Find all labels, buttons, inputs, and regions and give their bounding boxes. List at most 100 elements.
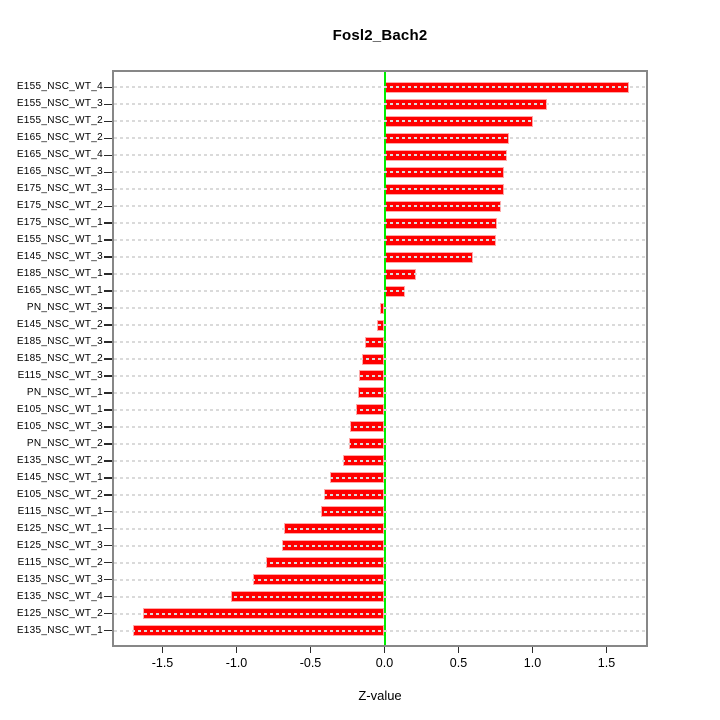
gridline bbox=[114, 120, 646, 123]
y-axis-label: PN_NSC_WT_3 bbox=[26, 302, 103, 314]
gridline bbox=[114, 510, 646, 513]
y-axis-label: E155_NSC_WT_3 bbox=[16, 98, 103, 110]
gridline bbox=[114, 629, 646, 632]
y-axis-label: E165_NSC_WT_2 bbox=[16, 132, 103, 144]
y-axis-label: E115_NSC_WT_3 bbox=[17, 369, 103, 381]
y-axis-tick bbox=[104, 544, 112, 547]
gridline bbox=[114, 222, 646, 225]
x-axis-tick bbox=[309, 647, 312, 653]
y-axis-tick bbox=[104, 222, 112, 224]
gridline bbox=[114, 578, 646, 581]
y-axis-label: E115_NSC_WT_2 bbox=[17, 556, 103, 568]
y-axis-label: E105_NSC_WT_2 bbox=[16, 488, 103, 500]
gridline bbox=[114, 561, 646, 564]
plot-area bbox=[112, 70, 648, 647]
gridline bbox=[114, 188, 646, 191]
x-axis-tick bbox=[531, 647, 534, 653]
y-axis-label: E155_NSC_WT_1 bbox=[16, 234, 103, 246]
y-axis-label: PN_NSC_WT_2 bbox=[26, 437, 103, 449]
gridline bbox=[114, 595, 646, 598]
chart-title: Fosl2_Bach2 bbox=[332, 27, 428, 44]
y-axis-tick bbox=[104, 375, 112, 377]
gridline bbox=[114, 205, 646, 208]
y-axis-tick bbox=[104, 256, 112, 258]
x-axis-tick bbox=[161, 647, 164, 653]
gridline bbox=[114, 358, 646, 360]
y-axis-tick bbox=[104, 239, 112, 241]
x-axis-tick bbox=[605, 647, 608, 653]
y-axis-tick bbox=[104, 307, 112, 309]
y-axis-label: E185_NSC_WT_3 bbox=[16, 336, 103, 348]
gridline bbox=[114, 341, 646, 344]
gridline bbox=[114, 493, 646, 496]
y-axis-label: E135_NSC_WT_1 bbox=[16, 624, 103, 636]
y-axis-tick bbox=[104, 510, 112, 513]
y-axis-label: E145_NSC_WT_3 bbox=[16, 251, 103, 263]
y-axis-label: E145_NSC_WT_1 bbox=[16, 471, 103, 483]
gridline bbox=[114, 425, 646, 428]
y-axis-label: E125_NSC_WT_1 bbox=[16, 522, 103, 534]
gridline bbox=[114, 408, 646, 411]
y-axis-tick bbox=[104, 561, 112, 564]
y-axis-label: E175_NSC_WT_1 bbox=[16, 217, 103, 229]
gridline bbox=[114, 256, 646, 259]
y-axis-label: E185_NSC_WT_2 bbox=[16, 353, 103, 364]
y-axis-tick bbox=[104, 324, 112, 326]
y-axis-tick bbox=[104, 578, 112, 581]
y-axis-tick bbox=[104, 290, 112, 292]
x-axis-tick bbox=[457, 647, 460, 653]
y-axis-tick bbox=[104, 188, 112, 191]
gridline bbox=[114, 239, 646, 242]
y-axis-tick bbox=[104, 629, 112, 632]
y-axis-label: E115_NSC_WT_1 bbox=[17, 505, 103, 517]
y-axis-tick bbox=[104, 86, 112, 89]
y-axis-tick bbox=[104, 358, 112, 360]
y-axis-label: E135_NSC_WT_4 bbox=[16, 590, 103, 602]
gridline bbox=[114, 171, 646, 174]
y-axis-label: E165_NSC_WT_3 bbox=[16, 166, 103, 178]
gridline bbox=[114, 612, 646, 615]
x-axis-tick-label: 1.0 bbox=[523, 656, 542, 670]
y-axis-label: E165_NSC_WT_1 bbox=[16, 285, 103, 297]
gridline bbox=[114, 86, 646, 89]
y-axis-tick bbox=[104, 120, 112, 123]
gridline bbox=[114, 154, 646, 157]
gridline bbox=[114, 290, 646, 293]
x-axis-tick bbox=[235, 647, 238, 653]
y-axis-tick bbox=[104, 205, 112, 208]
y-axis-tick bbox=[104, 341, 112, 343]
y-axis-label: E155_NSC_WT_4 bbox=[16, 81, 103, 93]
gridline bbox=[114, 137, 646, 140]
plot-inner bbox=[114, 72, 646, 645]
x-axis-tick-label: 0.0 bbox=[375, 656, 394, 670]
x-axis-tick-label: -1.5 bbox=[151, 656, 174, 670]
gridline bbox=[114, 324, 646, 327]
y-axis-label: E135_NSC_WT_3 bbox=[16, 573, 103, 585]
y-axis-tick bbox=[104, 460, 112, 462]
y-axis-label: E155_NSC_WT_2 bbox=[16, 115, 103, 127]
y-axis-tick bbox=[104, 409, 112, 411]
x-axis-tick-label: 1.5 bbox=[597, 656, 616, 670]
x-axis-tick-label: -1.0 bbox=[225, 656, 248, 670]
y-axis-label: PN_NSC_WT_1 bbox=[26, 386, 103, 398]
y-axis-tick bbox=[104, 494, 112, 496]
gridline bbox=[114, 442, 646, 445]
x-axis-tick-label: 0.5 bbox=[449, 656, 468, 670]
gridline bbox=[114, 273, 646, 276]
y-axis-tick bbox=[104, 273, 112, 275]
y-axis-label: E105_NSC_WT_3 bbox=[16, 420, 103, 432]
y-axis-label: E185_NSC_WT_1 bbox=[16, 268, 103, 280]
gridline bbox=[114, 307, 646, 310]
y-axis-label: E175_NSC_WT_3 bbox=[16, 183, 103, 195]
y-axis-label: E175_NSC_WT_2 bbox=[16, 200, 103, 212]
x-axis-title: Z-value bbox=[358, 688, 402, 703]
y-axis-label: E105_NSC_WT_1 bbox=[16, 403, 103, 415]
y-axis-tick bbox=[104, 477, 112, 479]
y-axis-tick bbox=[104, 154, 112, 157]
y-axis-tick bbox=[104, 137, 112, 140]
y-axis-tick bbox=[104, 612, 112, 615]
gridline bbox=[114, 103, 646, 106]
gridline bbox=[114, 527, 646, 530]
x-axis-tick-label: -0.5 bbox=[299, 656, 322, 670]
